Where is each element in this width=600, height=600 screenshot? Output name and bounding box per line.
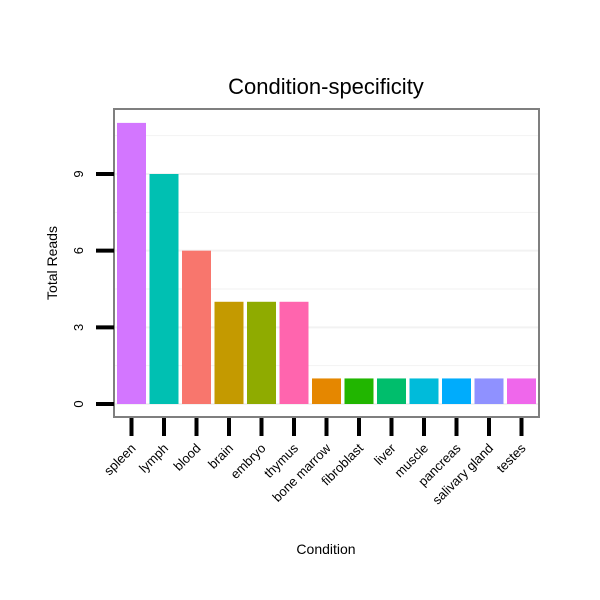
y-tick-label: 9: [71, 170, 86, 177]
plot-border: [113, 108, 540, 418]
y-tick-label: 0: [71, 400, 86, 407]
chart-title: Condition-specificity: [228, 74, 424, 99]
bar-blood: [182, 250, 211, 404]
x-tick-label: liver: [371, 440, 399, 468]
bar-liver: [377, 378, 406, 404]
x-tick-label: lymph: [136, 441, 171, 476]
bar-pancreas: [442, 378, 471, 404]
bar-thymus: [279, 301, 309, 404]
bar-bone-marrow: [312, 378, 341, 404]
bar-brain: [214, 301, 244, 404]
bar-muscle: [409, 378, 439, 404]
x-tick-label: blood: [171, 441, 204, 474]
bar-testes: [507, 378, 536, 404]
y-tick-label: 3: [71, 324, 86, 331]
bar-embryo: [247, 301, 276, 404]
bars: [117, 122, 536, 404]
bar-fibroblast: [344, 378, 374, 404]
bar-salivary-gland: [474, 378, 504, 404]
y-axis-ticks: 0 3 6 9: [71, 170, 114, 408]
y-tick-label: 6: [71, 247, 86, 254]
x-tick-label: testes: [493, 440, 528, 475]
x-tick-label: spleen: [101, 441, 139, 479]
bar-lymph: [149, 174, 179, 404]
bar-spleen: [117, 122, 146, 404]
y-axis-label: Total Reads: [44, 226, 60, 300]
x-axis-label: Condition: [296, 541, 355, 557]
x-tick-label: embryo: [227, 441, 268, 482]
